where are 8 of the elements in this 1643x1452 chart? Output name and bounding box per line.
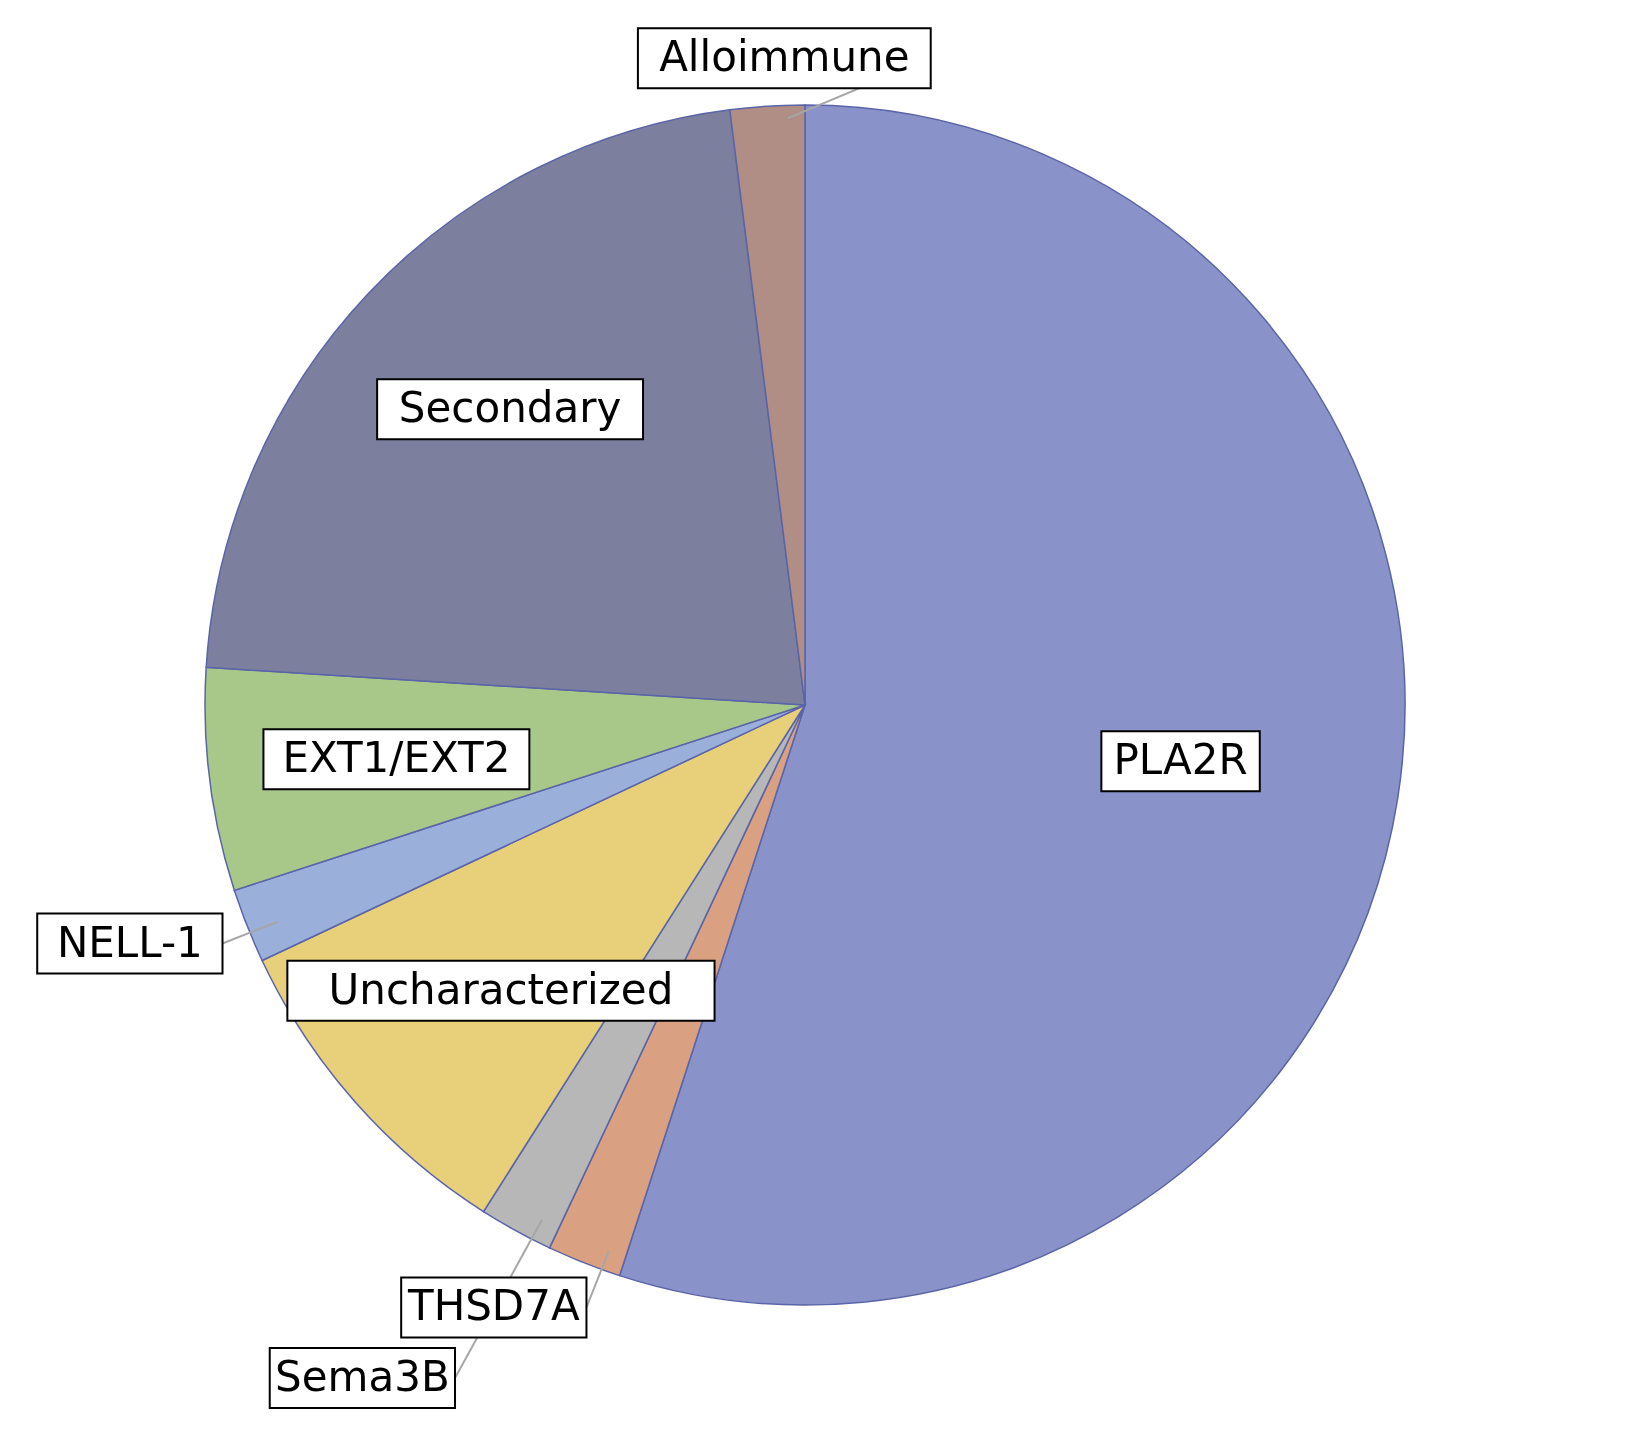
slice-label: Sema3B [275,1352,450,1401]
slice-label: Secondary [398,383,622,433]
slice-label: Uncharacterized [328,964,674,1014]
slice-label: Alloimmune [659,32,910,82]
slice-label: NELL-1 [56,917,203,967]
slice-label: THSD7A [406,1281,580,1331]
slice-label: EXT1/EXT2 [282,733,511,783]
slice-label: PLA2R [1113,735,1248,785]
